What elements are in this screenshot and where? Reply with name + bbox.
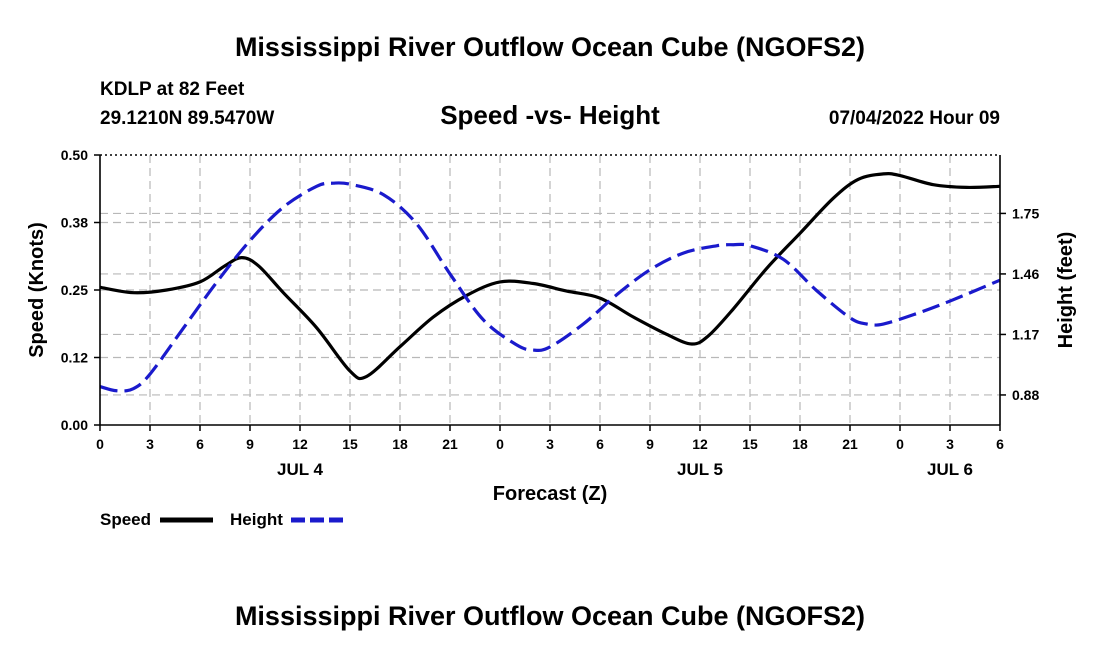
x-tick-label: 9 bbox=[646, 436, 654, 452]
y-left-tick-label: 0.50 bbox=[61, 147, 88, 163]
x-tick-label: 0 bbox=[96, 436, 104, 452]
series-line-speed bbox=[99, 172, 1001, 381]
y-axis-left-label: Speed (Knots) bbox=[26, 222, 48, 358]
x-tick-label: 6 bbox=[196, 436, 204, 452]
y-right-tick-label: 1.75 bbox=[1012, 205, 1039, 221]
y-right-tick-label: 1.46 bbox=[1012, 266, 1039, 282]
day-label: JUL 6 bbox=[927, 460, 973, 479]
x-tick-label: 9 bbox=[246, 436, 254, 452]
x-tick-label: 0 bbox=[896, 436, 904, 452]
x-tick-label: 3 bbox=[146, 436, 154, 452]
x-tick-label: 12 bbox=[292, 436, 308, 452]
x-tick-label: 6 bbox=[996, 436, 1004, 452]
station-label: KDLP at 82 Feet bbox=[100, 79, 245, 100]
y-left-tick-label: 0.25 bbox=[61, 282, 88, 298]
datetime-label: 07/04/2022 Hour 09 bbox=[829, 108, 1000, 129]
legend: Speed Height bbox=[100, 510, 343, 529]
y-left-tick-label: 0.12 bbox=[61, 350, 88, 366]
series-lines bbox=[99, 172, 1001, 393]
x-tick-label: 6 bbox=[596, 436, 604, 452]
x-tick-label: 21 bbox=[442, 436, 458, 452]
y-left-tick-label: 0.38 bbox=[61, 215, 88, 231]
y-axis-right-label: Height (feet) bbox=[1055, 232, 1077, 349]
chart-title: Mississippi River Outflow Ocean Cube (NG… bbox=[235, 32, 865, 62]
x-tick-label: 18 bbox=[792, 436, 808, 452]
x-axis-label: Forecast (Z) bbox=[493, 483, 607, 505]
x-tick-label: 15 bbox=[742, 436, 758, 452]
footer-title: Mississippi River Outflow Ocean Cube (NG… bbox=[235, 601, 865, 631]
x-tick-label: 15 bbox=[342, 436, 358, 452]
grid-lines bbox=[100, 155, 1000, 425]
x-tick-label: 18 bbox=[392, 436, 408, 452]
tick-labels: 0 3 6 9 12 15 18 21 0 3 6 9 12 15 18 21 0 3 6 JUL 4 JUL 5 JUL… bbox=[61, 147, 1040, 479]
legend-height-label: Height bbox=[230, 510, 283, 529]
x-tick-label: 12 bbox=[692, 436, 708, 452]
chart-subtitle: Speed -vs- Height bbox=[440, 100, 660, 130]
y-left-tick-label: 0.00 bbox=[61, 417, 88, 433]
axes bbox=[94, 154, 1006, 431]
y-right-tick-label: 1.17 bbox=[1012, 326, 1039, 342]
series-line-height bbox=[99, 181, 1001, 393]
x-tick-label: 3 bbox=[546, 436, 554, 452]
y-right-tick-label: 0.88 bbox=[1012, 387, 1039, 403]
day-label: JUL 4 bbox=[277, 460, 324, 479]
day-label: JUL 5 bbox=[677, 460, 723, 479]
x-tick-label: 3 bbox=[946, 436, 954, 452]
location-label: 29.1210N 89.5470W bbox=[100, 108, 274, 129]
x-tick-label: 0 bbox=[496, 436, 504, 452]
legend-speed-label: Speed bbox=[100, 510, 151, 529]
x-tick-label: 21 bbox=[842, 436, 858, 452]
